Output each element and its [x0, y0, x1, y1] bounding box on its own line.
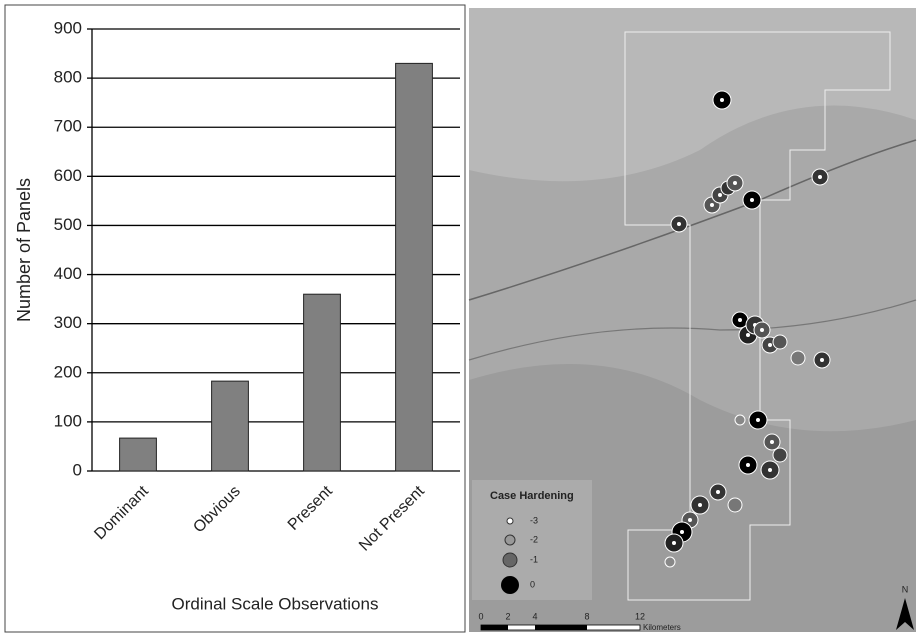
north-label: N — [902, 584, 909, 594]
scale-bar — [535, 625, 587, 630]
map-point-core — [720, 98, 724, 102]
map-point — [665, 557, 675, 567]
legend-symbol — [503, 553, 517, 567]
legend-label: -1 — [530, 554, 538, 564]
map-point — [773, 448, 787, 462]
y-tick-label: 600 — [54, 166, 82, 185]
map-point-core — [716, 490, 720, 494]
y-tick-label: 200 — [54, 362, 82, 381]
map-point-core — [672, 541, 676, 545]
map-point — [773, 335, 787, 349]
y-tick-label: 400 — [54, 264, 82, 283]
y-tick-label: 100 — [54, 411, 82, 430]
map-point-core — [738, 318, 742, 322]
map-point-core — [760, 328, 764, 332]
legend-symbol — [501, 576, 519, 594]
legend-title: Case Hardening — [490, 490, 574, 502]
map-point-core — [688, 518, 692, 522]
figure: Ordinal Scale Observations Number of Pan… — [0, 0, 918, 637]
legend-symbol — [505, 535, 515, 545]
bar — [396, 63, 433, 471]
map-point-core — [770, 440, 774, 444]
map-point-core — [820, 358, 824, 362]
map-point-core — [746, 463, 750, 467]
bar — [304, 294, 341, 471]
map-point — [791, 351, 805, 365]
scale-unit: Kilometers — [643, 623, 681, 632]
map-point-core — [768, 468, 772, 472]
scale-label: 2 — [505, 611, 510, 621]
map: Case Hardening -3 -2 -1 0 0 2 4 8 12 Kil… — [469, 8, 916, 632]
map-point-core — [710, 203, 714, 207]
map-point — [735, 415, 745, 425]
y-axis-label: Number of Panels — [14, 178, 34, 322]
y-tick-label: 300 — [54, 313, 82, 332]
bar — [212, 381, 249, 471]
legend-label: 0 — [530, 579, 535, 589]
map-point-core — [698, 503, 702, 507]
scale-bar — [481, 625, 508, 630]
scale-label: 12 — [635, 611, 645, 621]
map-point-core — [756, 418, 760, 422]
scale-label: 0 — [478, 611, 483, 621]
y-tick-label: 900 — [54, 18, 82, 37]
legend-symbol — [507, 518, 513, 524]
y-tick-label: 800 — [54, 68, 82, 87]
map-point-core — [680, 530, 684, 534]
y-tick-label: 0 — [73, 460, 82, 479]
map-point — [728, 498, 742, 512]
scale-label: 4 — [532, 611, 537, 621]
map-point-core — [677, 222, 681, 226]
y-tick-label: 500 — [54, 215, 82, 234]
scale-label: 8 — [584, 611, 589, 621]
legend-label: -2 — [530, 534, 538, 544]
map-point-core — [818, 175, 822, 179]
x-axis-label: Ordinal Scale Observations — [172, 594, 379, 613]
map-point-core — [750, 198, 754, 202]
legend-label: -3 — [530, 515, 538, 525]
map-point-core — [733, 181, 737, 185]
map-point-core — [746, 333, 750, 337]
map-point-core — [768, 343, 772, 347]
y-tick-label: 700 — [54, 117, 82, 136]
map-point-core — [718, 193, 722, 197]
bar — [120, 438, 157, 471]
